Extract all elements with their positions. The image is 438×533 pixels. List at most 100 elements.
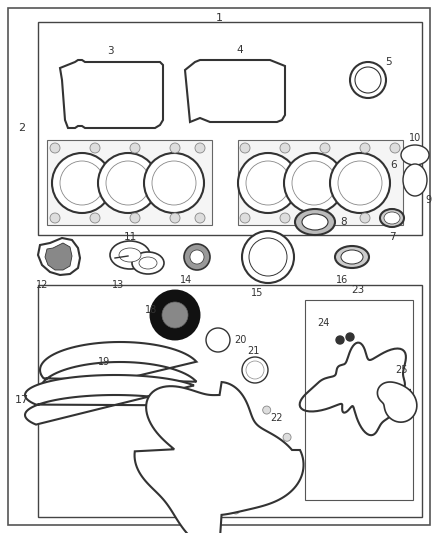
Ellipse shape [170, 143, 180, 153]
Ellipse shape [390, 143, 400, 153]
Text: 11: 11 [124, 232, 137, 242]
Ellipse shape [355, 67, 381, 93]
Ellipse shape [130, 143, 140, 153]
Text: 21: 21 [247, 346, 259, 356]
Ellipse shape [90, 143, 100, 153]
Text: 25: 25 [395, 365, 407, 375]
Text: 14: 14 [180, 275, 192, 285]
Ellipse shape [330, 153, 390, 213]
Text: 4: 4 [237, 45, 244, 55]
Text: 18: 18 [145, 305, 157, 315]
Text: 6: 6 [390, 160, 397, 170]
Ellipse shape [52, 153, 112, 213]
Text: 8: 8 [340, 217, 346, 227]
Polygon shape [45, 243, 72, 270]
Bar [238, 140, 403, 225]
Ellipse shape [280, 143, 290, 153]
Ellipse shape [360, 213, 370, 223]
Ellipse shape [242, 231, 294, 283]
Ellipse shape [302, 214, 328, 230]
Ellipse shape [190, 250, 204, 264]
Ellipse shape [360, 143, 370, 153]
Ellipse shape [346, 333, 354, 341]
Ellipse shape [60, 161, 104, 205]
Ellipse shape [246, 161, 290, 205]
Text: 19: 19 [98, 357, 110, 367]
Ellipse shape [162, 302, 188, 328]
Ellipse shape [90, 213, 100, 223]
Text: 12: 12 [36, 280, 48, 290]
Ellipse shape [130, 213, 140, 223]
Ellipse shape [198, 407, 206, 415]
Ellipse shape [401, 145, 429, 165]
Polygon shape [60, 60, 163, 128]
Bar [38, 22, 422, 235]
Ellipse shape [242, 357, 268, 383]
Ellipse shape [179, 469, 187, 477]
Text: 2: 2 [18, 123, 25, 133]
Ellipse shape [390, 213, 400, 223]
Text: 13: 13 [112, 280, 124, 290]
Ellipse shape [263, 406, 271, 414]
Ellipse shape [207, 430, 263, 486]
Text: 16: 16 [336, 275, 348, 285]
Polygon shape [40, 342, 196, 398]
Ellipse shape [320, 213, 330, 223]
Ellipse shape [341, 250, 363, 264]
Text: 1: 1 [215, 13, 223, 23]
Ellipse shape [284, 153, 344, 213]
Ellipse shape [132, 252, 164, 274]
Ellipse shape [170, 213, 180, 223]
Ellipse shape [403, 164, 427, 196]
Ellipse shape [110, 241, 150, 269]
Polygon shape [38, 238, 80, 275]
Text: 15: 15 [251, 288, 263, 298]
Ellipse shape [283, 467, 292, 475]
Text: 17: 17 [15, 395, 29, 405]
Ellipse shape [152, 161, 196, 205]
Text: 20: 20 [234, 335, 246, 345]
Ellipse shape [264, 495, 272, 503]
Text: 10: 10 [409, 133, 421, 143]
Ellipse shape [240, 213, 250, 223]
Bar [38, 285, 422, 517]
Ellipse shape [336, 336, 344, 344]
Ellipse shape [335, 246, 369, 268]
Ellipse shape [119, 248, 141, 262]
Ellipse shape [246, 361, 264, 379]
Text: 5: 5 [385, 57, 392, 67]
Ellipse shape [232, 506, 240, 514]
Ellipse shape [178, 435, 187, 443]
Ellipse shape [195, 143, 205, 153]
Text: 7: 7 [389, 232, 396, 242]
Text: 24: 24 [318, 318, 330, 328]
Ellipse shape [380, 209, 404, 227]
Ellipse shape [144, 153, 204, 213]
Ellipse shape [283, 433, 291, 441]
Ellipse shape [295, 209, 335, 235]
Ellipse shape [230, 396, 238, 404]
Ellipse shape [384, 212, 400, 224]
Ellipse shape [249, 238, 287, 276]
Ellipse shape [320, 143, 330, 153]
Ellipse shape [199, 496, 207, 504]
Polygon shape [134, 382, 304, 533]
Ellipse shape [350, 62, 386, 98]
Ellipse shape [50, 213, 60, 223]
Ellipse shape [153, 293, 197, 337]
Text: 23: 23 [351, 285, 364, 295]
Ellipse shape [184, 244, 210, 270]
Text: 3: 3 [107, 46, 113, 56]
Ellipse shape [338, 161, 382, 205]
Ellipse shape [106, 161, 150, 205]
Ellipse shape [98, 153, 158, 213]
Ellipse shape [50, 143, 60, 153]
Polygon shape [185, 60, 285, 122]
Ellipse shape [197, 420, 273, 496]
Ellipse shape [206, 328, 230, 352]
Polygon shape [25, 375, 194, 425]
Ellipse shape [238, 153, 298, 213]
Bar [305, 300, 413, 500]
Ellipse shape [139, 257, 157, 269]
Ellipse shape [195, 213, 205, 223]
